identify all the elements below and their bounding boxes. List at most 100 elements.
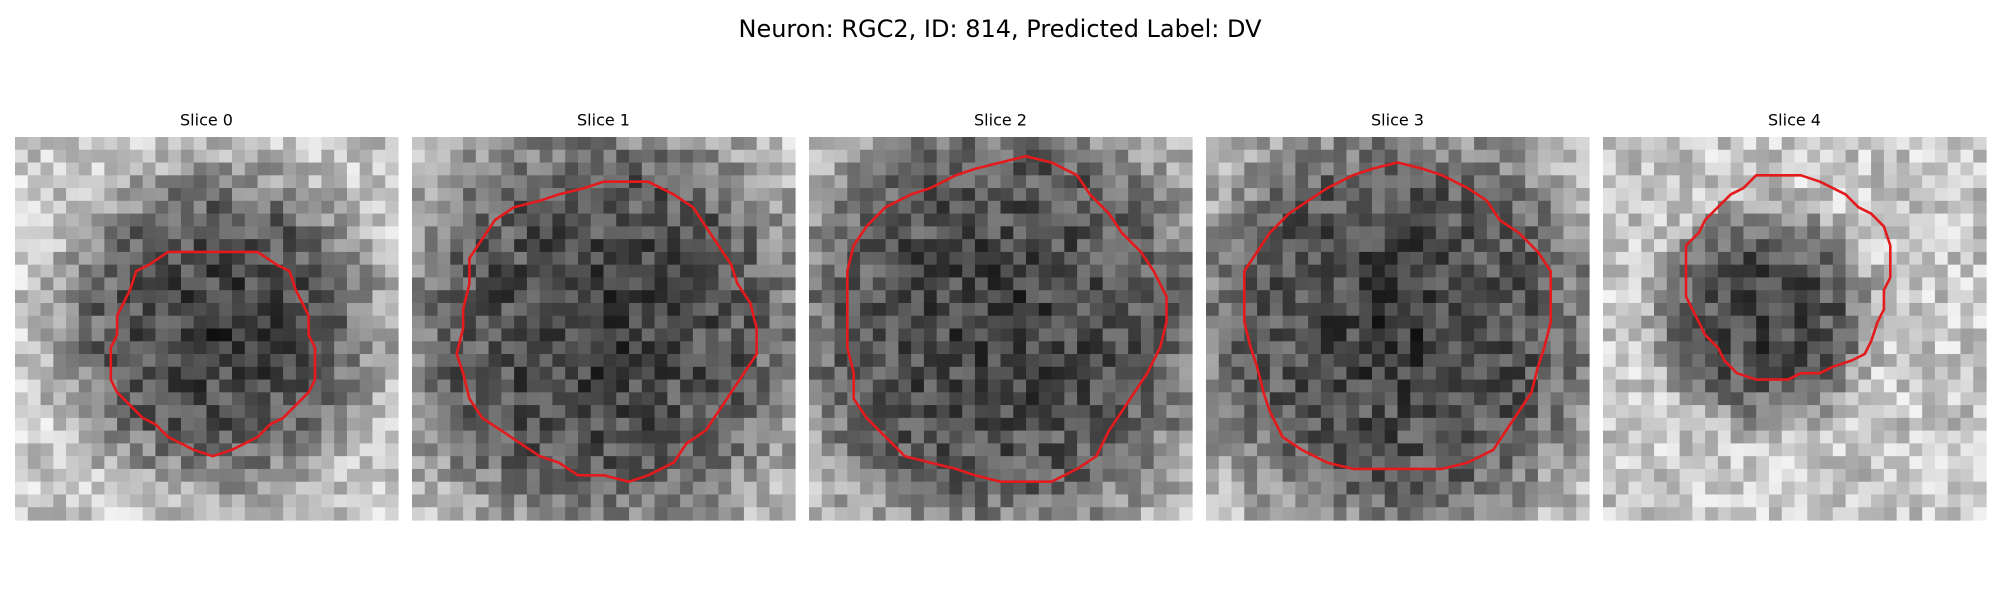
pixel — [769, 456, 783, 470]
pixel — [1218, 315, 1233, 330]
pixel — [321, 226, 335, 240]
pixel — [1641, 354, 1655, 368]
pixel — [1384, 379, 1399, 393]
pixel — [346, 443, 361, 457]
pixel — [1794, 226, 1808, 240]
pixel — [1371, 379, 1386, 393]
pixel — [1845, 507, 1859, 521]
pixel — [1461, 290, 1475, 304]
pixel — [1269, 302, 1284, 317]
pixel — [1115, 456, 1129, 470]
pixel — [782, 162, 796, 176]
pixel — [872, 251, 887, 266]
pixel — [1013, 405, 1027, 419]
pixel — [1730, 341, 1745, 355]
pixel — [1486, 188, 1501, 202]
pixel — [1026, 239, 1040, 253]
pixel — [898, 264, 912, 279]
pixel — [1013, 213, 1027, 227]
pixel — [1282, 251, 1296, 266]
pixel — [1628, 468, 1642, 483]
pixel — [692, 226, 707, 240]
pixel — [117, 239, 131, 253]
pixel — [91, 137, 105, 151]
pixel — [552, 315, 566, 330]
pixel — [66, 264, 80, 279]
pixel — [1410, 430, 1424, 444]
pixel — [1026, 341, 1040, 355]
pixel — [1423, 354, 1437, 368]
pixel — [283, 341, 297, 355]
pixel — [1077, 392, 1091, 406]
pixel — [1423, 481, 1437, 496]
pixel — [1576, 175, 1590, 189]
pixel — [1820, 328, 1834, 342]
pixel — [847, 175, 861, 189]
pixel — [219, 264, 233, 279]
pixel — [756, 392, 771, 406]
pixel — [372, 188, 386, 202]
pixel — [1666, 328, 1681, 342]
pixel — [936, 302, 951, 317]
pixel — [1756, 405, 1770, 419]
pixel — [1550, 290, 1565, 304]
pixel — [1973, 302, 1987, 317]
pixel — [1295, 264, 1309, 279]
pixel — [731, 392, 745, 406]
pixel — [577, 175, 592, 189]
pixel — [692, 290, 707, 304]
pixel — [962, 264, 976, 279]
pixel — [603, 290, 617, 304]
pixel — [1512, 302, 1526, 317]
pixel — [180, 468, 195, 483]
pixel — [1128, 149, 1142, 164]
pixel — [1244, 213, 1258, 227]
pixel — [1064, 494, 1078, 508]
pixel — [1333, 315, 1348, 330]
pixel — [974, 302, 989, 317]
pixel — [1563, 443, 1577, 457]
pixel — [692, 468, 707, 483]
pixel — [1140, 290, 1155, 304]
pixel — [1628, 200, 1642, 215]
pixel — [15, 468, 29, 483]
pixel — [295, 200, 310, 215]
pixel — [437, 149, 451, 164]
pixel — [629, 405, 643, 419]
pixel — [756, 239, 771, 253]
pixel — [1628, 188, 1642, 202]
pixel — [1692, 405, 1706, 419]
pixel — [1486, 264, 1501, 279]
pixel — [1679, 328, 1693, 342]
pixel — [1512, 328, 1526, 342]
pixel — [539, 290, 554, 304]
pixel — [206, 443, 220, 457]
pixel — [1179, 149, 1193, 164]
pixel — [450, 405, 464, 419]
pixel — [1371, 175, 1386, 189]
pixel — [1654, 213, 1668, 227]
pixel — [552, 213, 566, 227]
pixel — [1013, 200, 1027, 215]
pixel — [27, 430, 42, 444]
pixel — [463, 430, 477, 444]
pixel — [117, 149, 131, 164]
pixel — [193, 392, 208, 406]
pixel — [1486, 239, 1501, 253]
pixel — [385, 481, 399, 496]
pixel — [1743, 417, 1757, 432]
pixel — [577, 366, 592, 381]
pixel — [219, 200, 233, 215]
pixel — [129, 251, 144, 266]
pixel — [590, 162, 605, 176]
pixel — [1922, 456, 1936, 470]
pixel — [1499, 507, 1513, 521]
pixel — [1641, 392, 1655, 406]
pixel — [1384, 354, 1399, 368]
pixel — [450, 494, 464, 508]
pixel — [1563, 149, 1577, 164]
pixel — [1179, 264, 1193, 279]
pixel — [1576, 494, 1590, 508]
pixel — [1077, 264, 1091, 279]
pixel — [1166, 468, 1180, 483]
